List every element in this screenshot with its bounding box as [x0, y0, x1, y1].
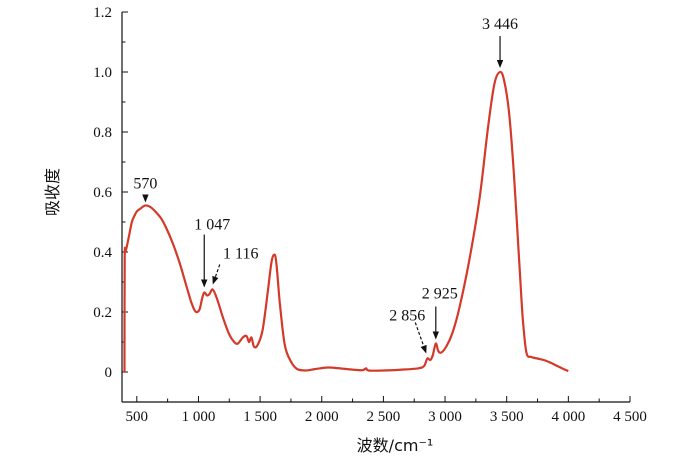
x-tick-label: 3 000 [428, 409, 462, 425]
x-tick-label: 1 500 [243, 409, 277, 425]
y-tick-label: 1.2 [93, 5, 112, 21]
chart-axes [121, 12, 630, 403]
peak-label: 2 925 [422, 286, 458, 303]
y-tick-label: 0.2 [93, 305, 112, 321]
x-tick-label: 3 500 [490, 409, 524, 425]
annotation-arrowhead [201, 279, 208, 288]
x-tick-label: 2 500 [367, 409, 401, 425]
peak-label: 1 116 [223, 246, 258, 263]
y-tick-label: 0.4 [93, 245, 112, 261]
spectrum-line [123, 70, 569, 373]
x-tick-label: 500 [126, 409, 149, 425]
peak-label: 3 446 [482, 16, 518, 33]
x-axis-title: 波数/cm⁻¹ [357, 436, 434, 455]
chart-ticks: 0 0.2 0.4 0.6 0.8 1.0 1.2 500 1 000 1 500 2 000 2 5… [93, 5, 647, 425]
peak-label: 2 856 [389, 308, 425, 325]
annotation-arrow-line [414, 322, 425, 347]
chart-annotations: 570 1 047 1 116 2 856 2 925 3 446 [133, 16, 518, 354]
y-tick-label: 0 [105, 365, 113, 381]
y-tick-label: 0.8 [93, 125, 112, 141]
chart-series [123, 70, 569, 373]
annotation-arrowhead [420, 344, 427, 354]
y-tick-label: 1.0 [93, 65, 112, 81]
x-tick-label: 4 500 [613, 409, 647, 425]
annotation-arrowhead [212, 275, 219, 285]
y-tick-label: 0.6 [93, 185, 112, 201]
x-tick-label: 4 000 [551, 409, 585, 425]
y-axis-title: 吸收度 [43, 168, 62, 216]
annotation-arrowhead [142, 194, 149, 203]
peak-label: 1 047 [194, 217, 230, 234]
x-tick-label: 1 000 [182, 409, 216, 425]
annotation-arrowhead [432, 331, 440, 340]
annotation-arrow-line [214, 264, 221, 278]
peak-label: 570 [133, 176, 157, 193]
annotation-arrowhead [496, 60, 504, 68]
x-tick-label: 2 000 [305, 409, 339, 425]
